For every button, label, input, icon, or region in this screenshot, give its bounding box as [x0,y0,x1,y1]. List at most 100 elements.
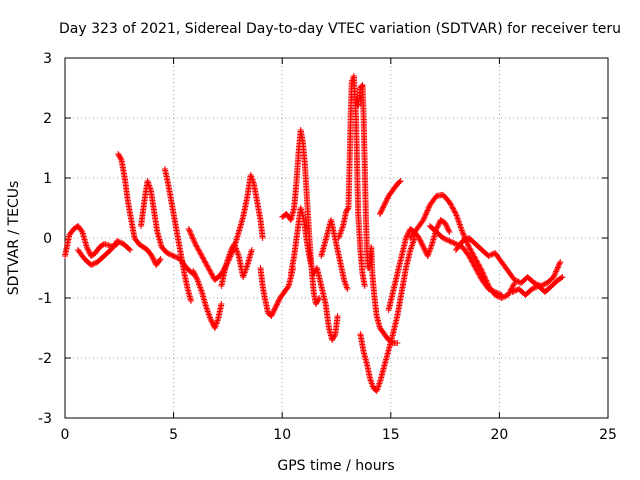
data-point [208,271,215,278]
data-point [476,264,483,270]
data-point [419,241,426,248]
data-point [157,256,164,262]
data-point [114,238,121,244]
data-point [195,246,202,253]
data-point [474,269,481,275]
data-point [115,238,122,245]
data-point [498,292,505,298]
data-point [207,316,214,322]
data-point [473,266,480,273]
data-point [379,205,386,212]
data-point [218,301,225,307]
data-point [201,258,208,265]
data-point [186,227,193,234]
data-point [556,261,563,268]
data-point [195,247,202,254]
data-point [315,296,322,303]
data-point [205,265,212,271]
data-point [418,240,425,247]
data-point [459,238,466,244]
data-point [405,229,412,236]
data-point [485,253,492,259]
data-point [382,199,389,206]
data-point [466,245,473,252]
data-point [187,230,194,237]
satellite-track-2 [75,238,134,268]
data-point [474,260,481,266]
data-point [473,258,480,265]
data-point [479,268,486,274]
data-point [502,293,509,300]
data-point [396,179,403,185]
data-point [443,236,450,243]
data-point [200,255,207,262]
satellite-track-14 [355,82,401,346]
data-point [383,196,390,203]
data-point [126,246,133,252]
data-point [248,247,255,253]
data-point [284,284,291,291]
data-point [446,229,453,235]
data-point [452,209,459,216]
data-point [394,340,401,346]
data-point [164,250,171,256]
data-point [420,217,427,223]
data-point [553,267,560,274]
data-point [191,270,198,277]
data-point [493,289,500,296]
data-point [272,305,279,312]
data-point [551,272,558,279]
data-point [191,239,198,246]
data-point [443,223,450,230]
data-point [490,288,497,295]
data-point [420,215,427,222]
data-point [84,246,91,253]
data-point [199,254,206,261]
data-point [419,242,426,249]
data-point [88,262,95,268]
data-point [207,269,214,275]
data-point [470,261,477,267]
y-tick-label: -2 [38,351,52,367]
data-point [467,246,474,253]
data-point [468,248,475,254]
data-point [272,304,279,310]
data-point [421,214,428,221]
data-point [447,201,454,208]
data-point [557,259,564,265]
x-tick-label: 5 [169,427,178,443]
data-point [165,250,172,257]
data-point [464,241,471,248]
data-point [450,207,457,213]
data-point [425,206,432,213]
axis-ticks [64,57,609,419]
data-point [316,295,323,301]
data-point [192,241,199,247]
data-point [273,302,280,309]
data-point [417,237,424,244]
data-point [269,310,276,317]
data-point [446,199,453,205]
data-point [471,263,478,270]
data-point [376,211,383,217]
data-point [273,301,280,308]
data-point [169,252,176,259]
data-point [421,246,428,253]
data-point [167,251,174,258]
data-point [423,208,430,215]
data-point [91,260,98,267]
data-point [514,278,521,285]
satellite-track-5 [161,166,194,304]
data-point [489,287,496,294]
satellite-track-10 [279,127,323,307]
data-point [448,203,455,209]
data-point [447,238,454,245]
data-point [476,273,483,279]
data-point [478,266,485,273]
data-point [554,265,561,272]
data-point [460,237,467,244]
data-point [397,178,404,184]
data-point [460,230,467,237]
data-point [208,270,215,277]
